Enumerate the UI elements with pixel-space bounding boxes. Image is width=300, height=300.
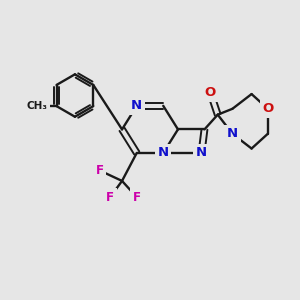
Text: O: O [262, 102, 273, 115]
Text: CH₃: CH₃ [27, 101, 48, 111]
Text: F: F [133, 190, 141, 204]
Text: F: F [96, 164, 104, 177]
Text: N: N [196, 146, 207, 159]
Text: N: N [131, 99, 142, 112]
Text: N: N [227, 127, 238, 140]
Text: F: F [106, 190, 114, 204]
Text: N: N [158, 146, 169, 159]
Text: O: O [205, 86, 216, 99]
